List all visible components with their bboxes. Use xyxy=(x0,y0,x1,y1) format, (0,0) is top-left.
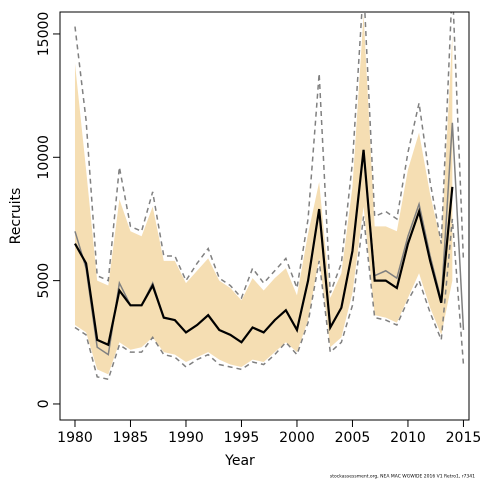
x-tick-label: 2005 xyxy=(335,430,371,446)
series-line xyxy=(74,216,465,381)
x-axis-label: Year xyxy=(224,453,255,469)
plot-area xyxy=(74,12,465,381)
x-tick-label: 2010 xyxy=(390,430,426,446)
x-tick-label: 2015 xyxy=(446,430,480,446)
x-tick-label: 1980 xyxy=(57,430,93,446)
series-line xyxy=(74,12,465,300)
footnote: stockassessment.org, NEA MAC WGWIDE 2016… xyxy=(330,474,475,480)
series-line xyxy=(74,149,454,347)
y-tick-label: 10000 xyxy=(36,135,52,180)
y-tick-label: 5000 xyxy=(36,263,52,299)
y-axis-label: Recruits xyxy=(8,188,24,245)
x-tick-label: 1995 xyxy=(224,430,260,446)
y-tick-label: 15000 xyxy=(36,12,52,57)
x-tick-label: 1985 xyxy=(113,430,149,446)
x-tick-label: 1990 xyxy=(168,430,204,446)
frame xyxy=(59,11,470,421)
confidence-band xyxy=(74,14,453,375)
x-tick-label: 2000 xyxy=(279,430,315,446)
y-tick-label: 0 xyxy=(36,400,52,409)
